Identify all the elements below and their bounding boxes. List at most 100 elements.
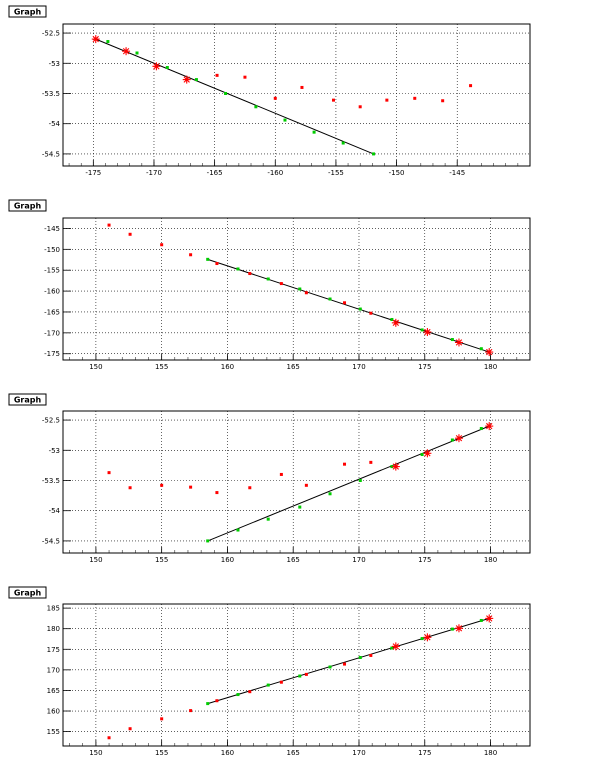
fit-point [328, 665, 332, 669]
data-point [215, 73, 219, 77]
x-tick-label: 165 [287, 749, 300, 757]
y-tick-label: 170 [47, 666, 60, 674]
fit-point [283, 118, 287, 122]
fit-line [95, 38, 374, 155]
data-point [273, 96, 277, 100]
fit-point [358, 656, 362, 660]
star-marker [485, 422, 494, 431]
fit-point [479, 427, 483, 431]
fit-point [450, 338, 454, 342]
graph-panel-1: Graph -175 -170 -165 -160 -155 -150 -145 -52.5 -5… [8, 5, 531, 177]
data-point [160, 717, 164, 721]
y-tick-label: -175 [44, 350, 60, 358]
fit-point [298, 287, 302, 291]
data-point [413, 96, 417, 100]
data-point [343, 301, 347, 305]
y-tick-label: -150 [44, 246, 60, 254]
y-tick-label: -54 [49, 507, 61, 515]
data-point [160, 243, 164, 247]
fit-point [266, 683, 270, 687]
x-tick-label: 155 [155, 749, 168, 757]
star-marker [454, 338, 463, 347]
star-stroke [153, 63, 160, 70]
fit-point [450, 627, 454, 631]
star-stroke [486, 422, 493, 430]
star-marker [91, 35, 100, 44]
x-tick-label: 150 [89, 749, 102, 757]
plot-frame [62, 603, 531, 747]
y-tick-label: -52.5 [42, 417, 60, 425]
title-box [8, 586, 47, 599]
y-tick-label: -53 [49, 447, 60, 455]
data-point [331, 98, 335, 102]
data-point [189, 485, 193, 489]
x-tick-label: 170 [352, 363, 365, 371]
fit-point [420, 453, 424, 457]
data-point [215, 262, 219, 266]
star-stroke [92, 35, 99, 43]
fit-point [390, 646, 394, 650]
x-tick-label: 170 [352, 556, 365, 564]
data-point [107, 736, 111, 740]
star-stroke [455, 339, 463, 346]
data-point [107, 223, 111, 227]
star-stroke [455, 625, 463, 632]
data-point [369, 311, 373, 315]
x-tick-label: 155 [155, 363, 168, 371]
fit-point [312, 130, 316, 134]
chart-title: Graph [14, 589, 42, 598]
plot-frame [62, 410, 531, 554]
fit-point [254, 105, 258, 109]
data-point [343, 462, 347, 466]
graph-panel-2: Graph 150 155 160 165 170 175 180 -145 -150 -155 -1… [8, 199, 531, 371]
star-marker [152, 62, 161, 71]
y-tick-label: 155 [47, 728, 60, 736]
data-point [215, 699, 219, 703]
star-stroke [486, 615, 493, 622]
graph-panel-4: Graph 150 155 160 165 170 175 180 155 160 165 170 17… [8, 586, 531, 757]
fit-point [420, 637, 424, 641]
chart-title: Graph [14, 396, 42, 405]
x-tick-label: 160 [221, 363, 234, 371]
y-tick-label: -53 [49, 60, 60, 68]
x-tick-label: 150 [89, 363, 102, 371]
fit-point [298, 505, 302, 509]
y-tick-label: -53.5 [42, 477, 60, 485]
star-stroke [183, 76, 190, 83]
star-stroke [392, 643, 400, 650]
fit-point [390, 317, 394, 321]
star-marker [454, 624, 463, 633]
y-tick-label: 165 [47, 687, 60, 695]
x-tick-label: 180 [484, 749, 497, 757]
fit-point [328, 492, 332, 496]
data-point [385, 98, 389, 102]
fit-point [224, 91, 228, 95]
star-marker [391, 462, 400, 471]
fit-point [236, 267, 240, 271]
fit-point [236, 528, 240, 532]
y-tick-label: 185 [47, 605, 60, 613]
x-tick-label: -145 [449, 169, 465, 177]
star-stroke [486, 348, 493, 356]
data-point [107, 471, 111, 475]
star-marker [182, 75, 191, 84]
star-stroke [424, 328, 431, 336]
y-tick-label: -52.5 [42, 30, 60, 38]
data-point [441, 99, 445, 103]
data-point [279, 680, 283, 684]
star-stroke [392, 319, 400, 327]
y-tick-label: -54.5 [42, 150, 60, 158]
data-point [248, 690, 252, 694]
star-marker [485, 348, 494, 357]
data-point [189, 253, 193, 257]
data-point [343, 662, 347, 666]
data-point [215, 491, 219, 495]
x-tick-label: 180 [484, 363, 497, 371]
y-tick-label: -54 [49, 120, 61, 128]
x-tick-label: 155 [155, 556, 168, 564]
y-tick-label: -165 [44, 308, 60, 316]
fit-point [266, 277, 270, 281]
y-tick-label: 160 [47, 708, 60, 716]
fit-point [236, 693, 240, 697]
